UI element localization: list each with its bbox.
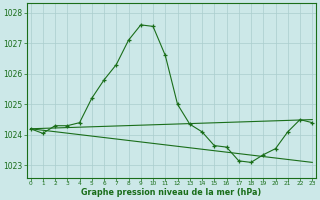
X-axis label: Graphe pression niveau de la mer (hPa): Graphe pression niveau de la mer (hPa) — [81, 188, 261, 197]
